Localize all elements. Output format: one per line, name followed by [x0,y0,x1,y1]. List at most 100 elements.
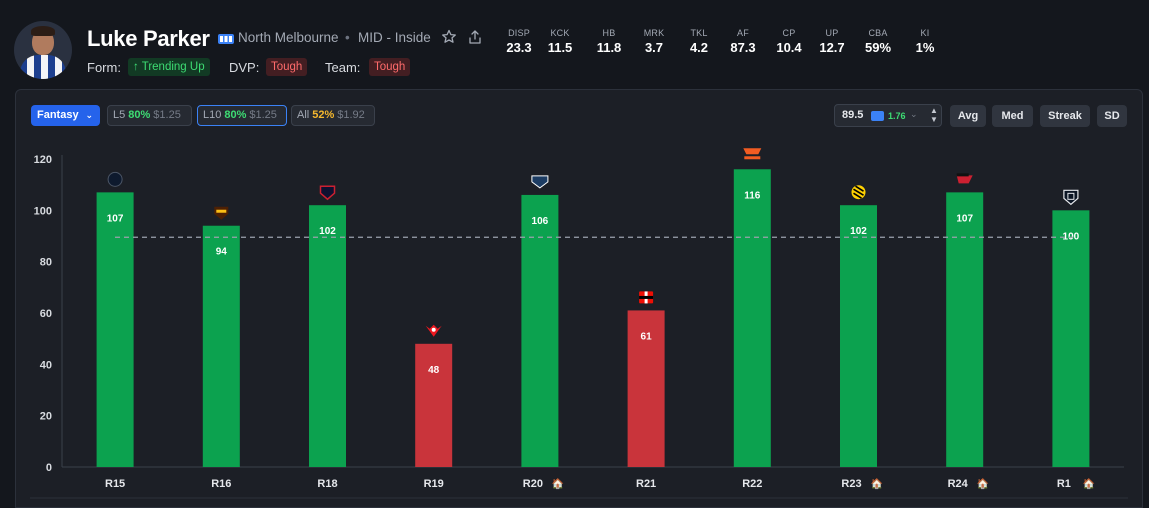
hit-rate-label: L10 [203,109,222,121]
dvp-label: DVP: [229,60,260,75]
separator-dot: • [345,30,350,45]
portadelaide-mark [1067,192,1075,200]
hit-rate-pct: 52% [312,109,335,121]
bar-value-label: 106 [532,216,549,227]
x-tick-label: R23 [841,478,861,490]
line-odds: 1.76 [888,111,906,121]
toggle-avg-button[interactable]: Avg [950,105,986,127]
bar-value-label: 102 [850,226,867,237]
stat-mrk: MRK 3.7 [634,28,674,55]
hit-rate-all[interactable]: All 52% $1.92 [291,105,375,126]
portadelaide-icon [1063,189,1079,206]
stat-label: UP [825,28,839,38]
home-icon: 🏠 [552,478,564,490]
y-tick-label: 20 [40,411,52,423]
player-position: MID - Inside [358,30,431,45]
metric-dropdown[interactable]: Fantasy ⌄ [31,105,100,126]
stkilda-bar [639,295,654,299]
bar-r1 [1052,210,1090,468]
stat-value: 11.5 [547,40,573,55]
form-label: Form: [87,60,121,75]
x-tick-label: R15 [105,478,125,490]
player-avatar [14,21,72,79]
stepper-arrows-icon[interactable]: ▲ ▼ [930,106,938,124]
stat-kck: KCK 11.5 [540,28,580,55]
team-badge: Tough [369,58,411,76]
hit-rate-label: L5 [113,109,126,121]
hit-rate-pct: 80% [224,109,247,121]
hit-rate-price: $1.25 [153,109,181,121]
y-tick-label: 80 [40,257,52,269]
essendon-icon [956,173,973,184]
x-tick-label: R1 [1057,478,1071,490]
toggle-med-button[interactable]: Med [992,105,1033,127]
stat-up: UP 12.7 [812,28,852,55]
metric-label: Fantasy [37,109,79,121]
stat-label: CP [782,28,796,38]
bar-group: 106 R20 🏠 [521,175,564,490]
stat-value: 11.8 [596,40,622,55]
bar-value-label: 48 [428,365,440,376]
bar-r21 [627,310,665,467]
gws-shape [743,148,762,155]
melbourne-icon [319,185,336,201]
carlton-icon [107,171,123,187]
bar-group: 61 R21 [627,291,665,490]
hawthorn-icon [214,206,229,220]
bar-r15 [96,192,134,467]
x-tick-label: R16 [211,478,231,490]
stat-value: 12.7 [819,40,845,55]
bar-r18 [309,205,346,467]
bar-group: 94 R16 [202,206,240,490]
x-tick-label: R24 [948,478,969,490]
bar-r24 [946,192,984,467]
y-tick-label: 0 [46,462,52,474]
melbourne-shape [319,185,336,201]
star-icon[interactable] [441,29,457,45]
sydney-icon [425,324,442,337]
geelong-shape [531,175,549,189]
team-name: North Melbourne [238,30,339,45]
y-tick-label: 100 [34,205,52,217]
stat-hb: HB 11.8 [589,28,629,55]
stat-value: 23.3 [506,40,532,55]
stat-disp: DISP 23.3 [499,28,539,55]
bar-group: 48 R19 [415,324,453,490]
stat-label: DISP [508,28,530,38]
stat-value: 59% [864,40,892,55]
stat-label: AF [737,28,749,38]
team-label: Team: [325,60,361,75]
bookmaker-icon [871,111,884,121]
hit-rate-l5[interactable]: L5 80% $1.25 [107,105,192,126]
dvp-badge: Tough [266,58,308,76]
chevron-down-icon[interactable]: ⌄ [910,109,918,119]
stat-value: 3.7 [644,40,664,55]
toggle-sd-button[interactable]: SD [1097,105,1127,127]
bar-r23 [840,205,877,467]
home-icon: 🏠 [977,478,989,490]
chevron-down-icon: ⌄ [85,110,93,120]
stkilda-icon [639,291,654,304]
y-tick-label: 60 [40,308,52,320]
toggle-streak-button[interactable]: Streak [1040,105,1090,127]
line-stepper[interactable]: 89.5 1.76 ⌄ ▲ ▼ [834,104,942,127]
stat-label: HB [602,28,616,38]
richmond-stripes [853,185,864,199]
bar-value-label: 61 [641,331,653,342]
essendon-bar [956,173,969,177]
hit-rate-pct: 80% [128,109,151,121]
bar-group: 116 R22 [733,148,771,490]
player-name: Luke Parker [87,26,210,51]
hit-rate-l10[interactable]: L10 80% $1.25 [197,105,287,126]
stat-label: CBA [868,28,888,38]
stat-af: AF 87.3 [723,28,763,55]
essendon-shape [956,175,973,184]
x-tick-label: R22 [742,478,762,490]
bar-group: 102 R23 🏠 [840,185,883,490]
stat-value: 10.4 [776,40,802,55]
player-header: Luke Parker North Melbourne • MID - Insi… [0,0,1149,88]
share-icon[interactable] [467,29,483,45]
gws-icon [743,148,762,160]
y-tick-label: 40 [40,359,52,371]
hawthorn-stripe [216,209,227,213]
